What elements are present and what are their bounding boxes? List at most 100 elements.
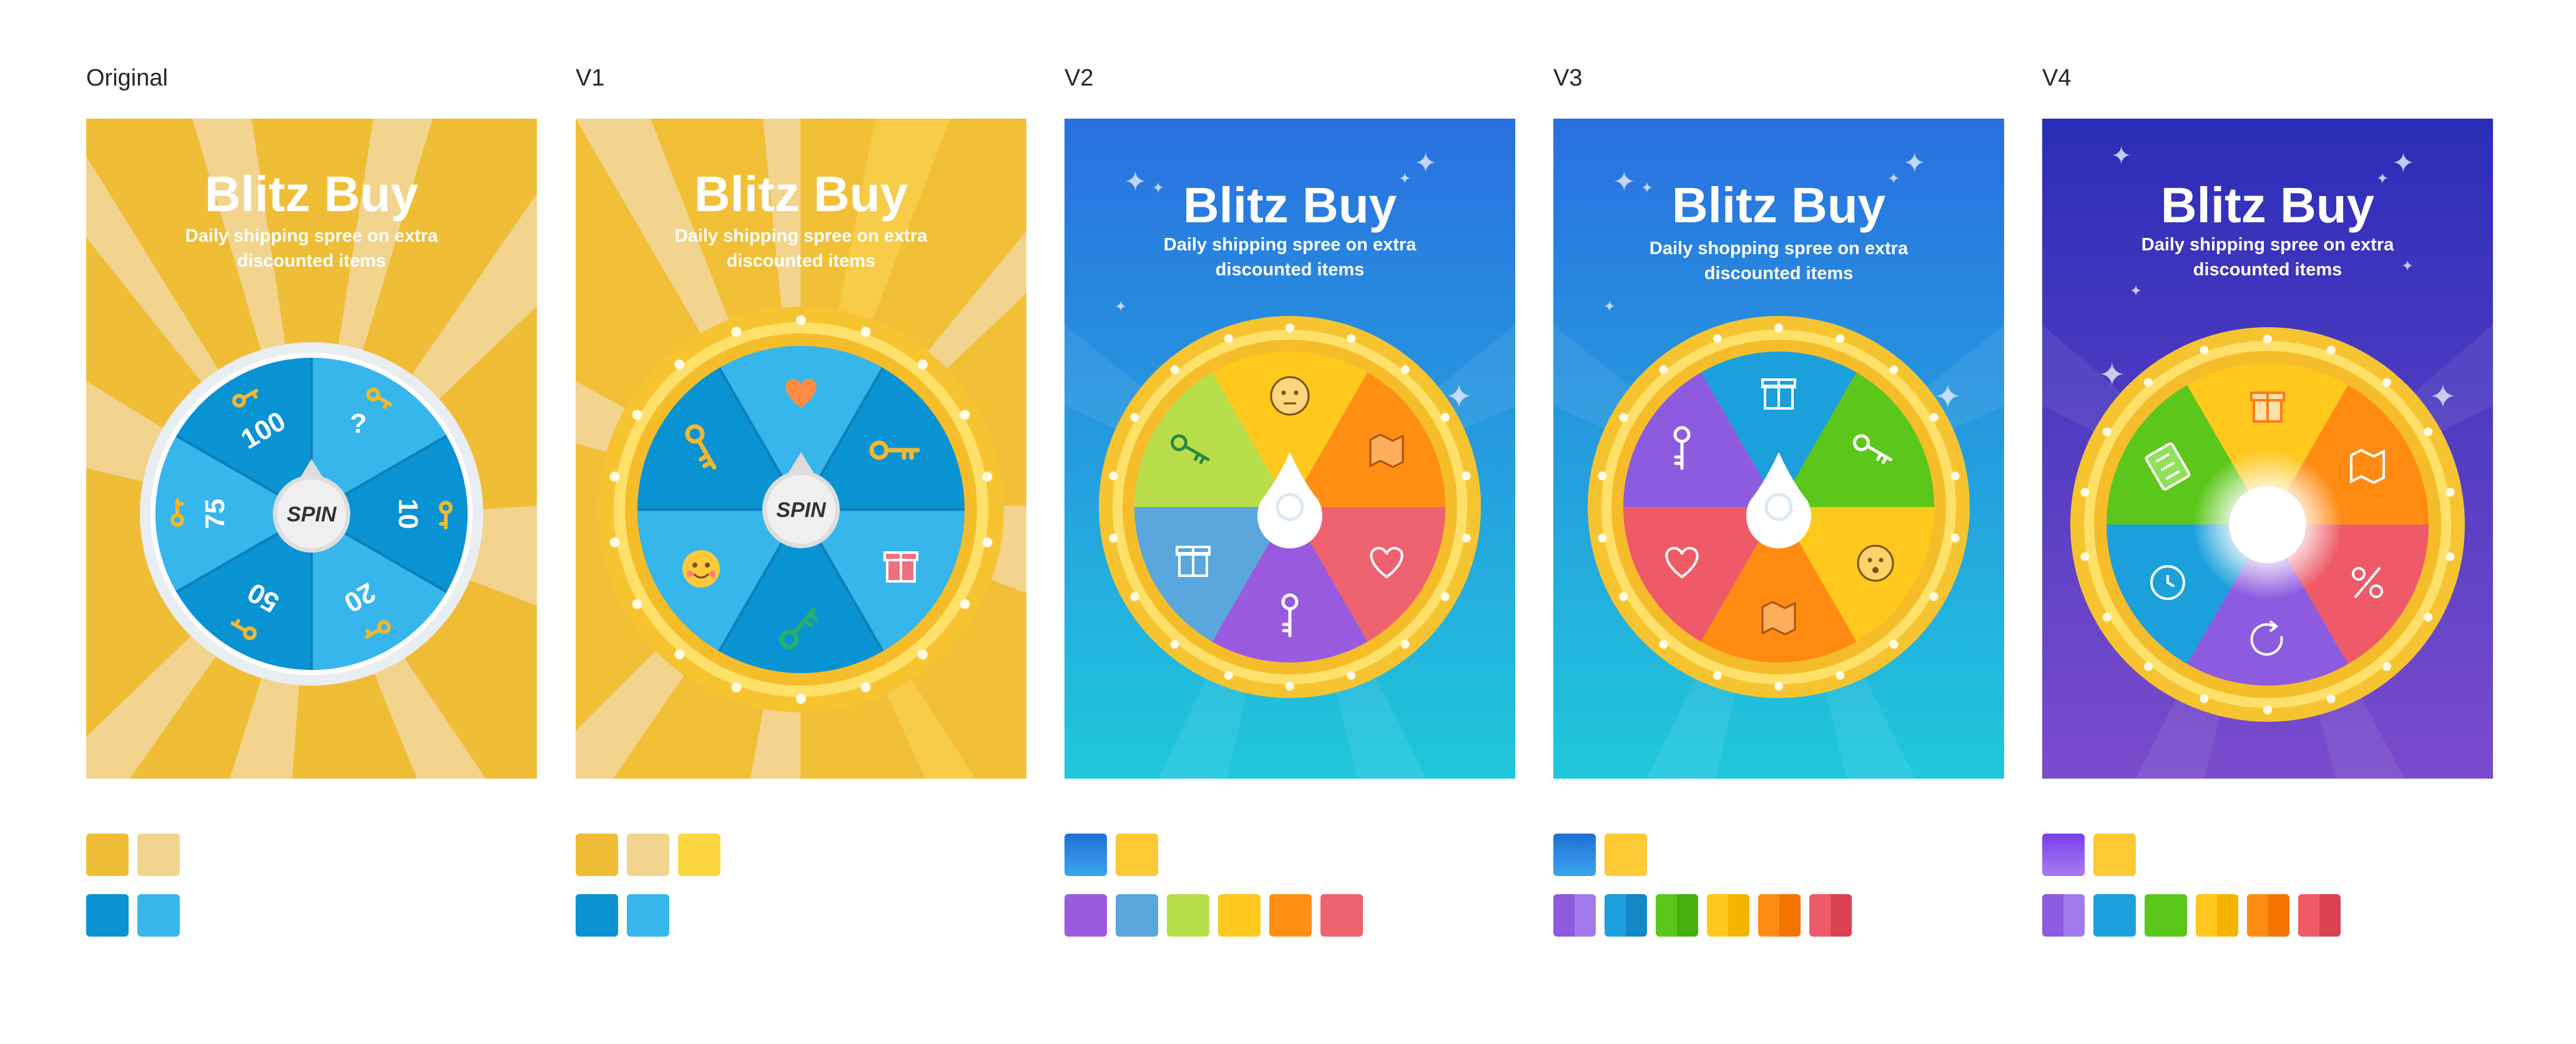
- color-swatch: [86, 894, 129, 937]
- key-icon: [170, 498, 184, 527]
- heart-icon: [785, 378, 817, 408]
- segment-label: 75: [200, 499, 230, 529]
- color-swatch: [1167, 894, 1209, 937]
- sparkle-icon: ✦: [1152, 180, 1165, 197]
- color-swatch: [1553, 834, 1596, 876]
- sparkle-icon: ✦: [2392, 148, 2415, 179]
- rim-lights: [1109, 323, 1471, 691]
- card-subtitle: Daily shipping spree on extra discounted…: [674, 226, 928, 271]
- color-swatch: [1320, 894, 1363, 937]
- wheel-segment-75: 75: [200, 499, 230, 529]
- map-icon: [1761, 601, 1796, 636]
- prize-wheel[interactable]: SPIN: [595, 303, 1007, 716]
- preview-card: Blitz Buy Daily shipping spree on extra …: [86, 119, 537, 779]
- color-swatch: [1218, 894, 1261, 937]
- color-swatch: [1269, 894, 1312, 937]
- refresh-icon: [2250, 620, 2283, 656]
- color-swatch: [1064, 834, 1107, 876]
- percent-icon: [2352, 566, 2383, 599]
- color-swatch: [1809, 894, 1852, 937]
- wheel-segment-mystery: ?: [350, 408, 367, 439]
- key-icon: [1170, 434, 1210, 465]
- preview-card: Blitz Buy Daily shipping spree on extra …: [576, 119, 1026, 779]
- preview-card: ✦ ✦ ✦ ✦ ✦ ✦ ✦ Blitz Buy Daily shipping s…: [2042, 119, 2493, 779]
- sparkle-icon: ✦: [1603, 298, 1616, 315]
- spin-button[interactable]: [1746, 452, 1811, 549]
- color-swatch: [1605, 894, 1647, 937]
- color-swatch: [1758, 894, 1801, 937]
- color-swatch: [2196, 894, 2238, 937]
- sparkle-icon: ✦: [1641, 180, 1654, 197]
- color-swatch: [2042, 834, 2085, 876]
- card-title: Blitz Buy: [694, 166, 908, 222]
- sparkle-icon: ✦: [2111, 142, 2132, 170]
- spin-button[interactable]: SPIN: [762, 452, 840, 548]
- sparkle-icon: ✦: [2401, 258, 2414, 275]
- rim-lights: [2080, 335, 2455, 714]
- variant-label: Original: [86, 65, 168, 91]
- sparkle-icon: ✦: [1887, 170, 1900, 187]
- color-swatch: [1605, 834, 1647, 876]
- spin-button[interactable]: [1257, 452, 1322, 549]
- map-icon: [2350, 448, 2385, 485]
- key-icon: [366, 387, 393, 409]
- key-icon: [1852, 434, 1892, 465]
- color-swatch: [1116, 894, 1158, 937]
- color-swatch: [2298, 894, 2341, 937]
- gift-icon: [1176, 546, 1211, 577]
- card-title: Blitz Buy: [1671, 177, 1886, 233]
- spin-label: SPIN: [776, 498, 827, 522]
- color-swatch: [1064, 894, 1107, 937]
- sparkle-icon: ✦: [1613, 167, 1636, 197]
- prize-wheel[interactable]: ? 10 20 50 75 100: [139, 342, 484, 686]
- color-swatch: [137, 834, 180, 876]
- spin-button[interactable]: SPIN: [273, 459, 350, 553]
- color-swatch: [1116, 834, 1158, 876]
- heart-icon: [1665, 546, 1699, 579]
- prize-wheel[interactable]: [1585, 313, 1972, 701]
- key-icon: [869, 440, 920, 460]
- sparkle-icon: ✦: [2098, 357, 2126, 393]
- key-icon: [365, 620, 391, 639]
- variant-v4: V4 ✦ ✦ ✦ ✦ ✦ ✦ ✦ Blitz Buy Daily shippin…: [2042, 0, 2493, 1044]
- sparkle-icon: ✦: [1124, 167, 1147, 197]
- spin-button[interactable]: [2229, 486, 2306, 563]
- sparkle-icon: ✦: [1399, 170, 1412, 187]
- segment-label: 10: [393, 499, 423, 529]
- color-swatch: [1656, 894, 1698, 937]
- color-swatch: [627, 834, 669, 876]
- ticket-icon: [2145, 442, 2191, 491]
- prize-wheel[interactable]: [1096, 313, 1483, 701]
- wheel-segment-10: 10: [393, 499, 423, 529]
- rim-lights: [1598, 323, 1960, 691]
- sparkle-icon: ✦: [2130, 283, 2143, 300]
- color-swatch: [576, 894, 618, 937]
- color-swatch: [1553, 894, 1596, 937]
- color-swatch: [137, 894, 180, 937]
- clock-icon: [2150, 565, 2185, 600]
- color-swatch: [2145, 894, 2187, 937]
- key-icon: [685, 424, 717, 470]
- spin-label: SPIN: [287, 503, 337, 526]
- variant-label: V3: [1553, 65, 1583, 91]
- variant-v3: V3 ✦ ✦ ✦ ✦ ✦ ✦ Blitz Buy Daily shopping …: [1553, 0, 2004, 1044]
- smiley-icon: [1857, 544, 1894, 582]
- color-swatch: [2093, 894, 2136, 937]
- neutral-face-icon: [1270, 376, 1310, 416]
- variant-original: Original Blitz Buy Daily shipping spree …: [86, 0, 537, 1044]
- key-icon: [1673, 426, 1691, 470]
- preview-card: ✦ ✦ ✦ ✦ ✦ ✦ Blitz Buy Daily shopping spr…: [1553, 119, 2004, 779]
- key-icon: [230, 619, 257, 641]
- heart-icon: [1370, 546, 1404, 579]
- sparkle-icon: ✦: [1114, 298, 1128, 315]
- rim-lights: [609, 315, 993, 704]
- color-swatch: [627, 894, 669, 937]
- card-title: Blitz Buy: [1182, 177, 1397, 233]
- variant-label: V1: [576, 65, 605, 91]
- color-swatch: [678, 834, 720, 876]
- color-swatch: [1707, 894, 1749, 937]
- gift-icon: [1761, 378, 1796, 410]
- sparkle-icon: ✦: [1903, 148, 1926, 179]
- variant-v2: V2 ✦ ✦ ✦ ✦ ✦ ✦ Blitz Buy Daily shipping …: [1064, 0, 1515, 1044]
- prize-wheel[interactable]: [2068, 325, 2467, 724]
